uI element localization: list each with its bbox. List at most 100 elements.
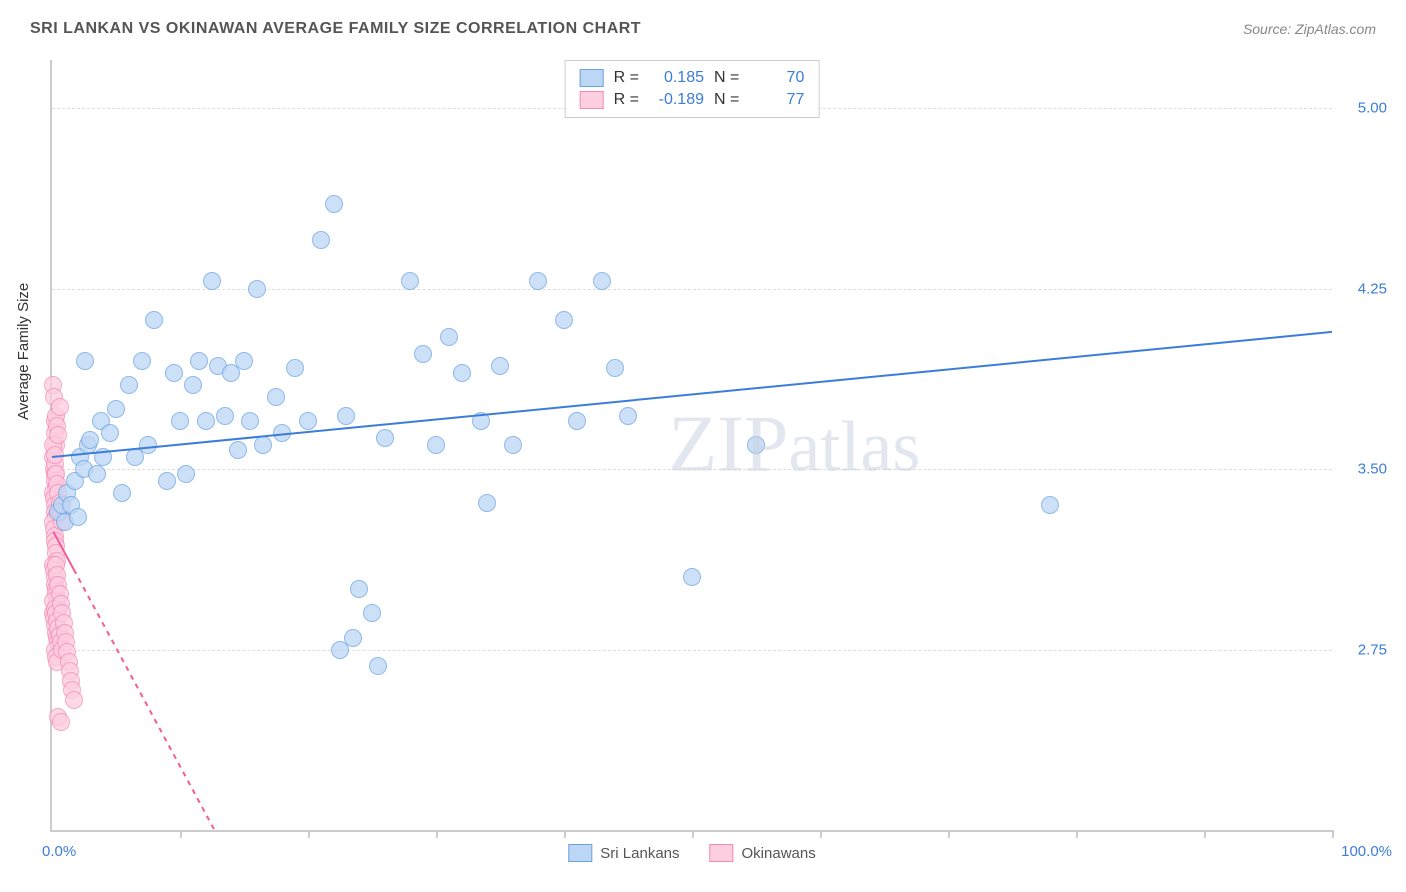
scatter-point (427, 436, 445, 454)
scatter-point (1041, 496, 1059, 514)
scatter-point (171, 412, 189, 430)
scatter-point (65, 691, 83, 709)
y-tick-label: 3.50 (1358, 461, 1387, 478)
x-tick-label-max: 100.0% (1341, 843, 1392, 860)
n-value-sri-lankans: 70 (749, 69, 804, 87)
legend-label-okinawans: Okinawans (742, 845, 816, 862)
x-tick (820, 830, 822, 838)
legend-label-sri-lankans: Sri Lankans (600, 845, 679, 862)
scatter-point (504, 436, 522, 454)
scatter-point (94, 448, 112, 466)
swatch-sri-lankans (580, 69, 604, 87)
scatter-point (337, 407, 355, 425)
scatter-point (76, 352, 94, 370)
scatter-point (216, 407, 234, 425)
scatter-point (165, 364, 183, 382)
scatter-point (52, 713, 70, 731)
scatter-point (139, 436, 157, 454)
scatter-point (248, 280, 266, 298)
scatter-point (51, 398, 69, 416)
scatter-point (683, 568, 701, 586)
x-tick (1204, 830, 1206, 838)
scatter-point (101, 424, 119, 442)
x-tick-label-min: 0.0% (42, 843, 76, 860)
gridline (52, 289, 1332, 290)
scatter-point (369, 657, 387, 675)
scatter-point (325, 195, 343, 213)
legend-item-sri-lankans: Sri Lankans (568, 844, 679, 862)
correlation-legend: R = 0.185 N = 70 R = -0.189 N = 77 (565, 60, 820, 118)
scatter-point (145, 311, 163, 329)
scatter-point (529, 272, 547, 290)
n-label: N = (714, 69, 739, 87)
scatter-point (440, 328, 458, 346)
r-value-sri-lankans: 0.185 (649, 69, 704, 87)
source-label: Source: ZipAtlas.com (1243, 21, 1376, 37)
scatter-point (478, 494, 496, 512)
y-tick-label: 4.25 (1358, 280, 1387, 297)
y-tick-label: 2.75 (1358, 641, 1387, 658)
chart-title: SRI LANKAN VS OKINAWAN AVERAGE FAMILY SI… (30, 20, 641, 38)
scatter-point (568, 412, 586, 430)
scatter-point (312, 231, 330, 249)
scatter-point (88, 465, 106, 483)
gridline (52, 650, 1332, 651)
x-tick (948, 830, 950, 838)
gridline (52, 469, 1332, 470)
scatter-point (299, 412, 317, 430)
scatter-point (69, 508, 87, 526)
scatter-point (453, 364, 471, 382)
scatter-point (203, 272, 221, 290)
x-tick (1332, 830, 1334, 838)
x-tick (1076, 830, 1078, 838)
scatter-point (49, 426, 67, 444)
scatter-point (113, 484, 131, 502)
scatter-point (331, 641, 349, 659)
scatter-point (350, 580, 368, 598)
watermark: ZIPatlas (668, 400, 920, 491)
legend-swatch-sri-lankans (568, 844, 592, 862)
scatter-point (472, 412, 490, 430)
swatch-okinawans (580, 91, 604, 109)
scatter-point (235, 352, 253, 370)
scatter-point (46, 446, 64, 464)
scatter-point (414, 345, 432, 363)
scatter-point (555, 311, 573, 329)
x-tick (692, 830, 694, 838)
scatter-point (190, 352, 208, 370)
y-tick-label: 5.00 (1358, 100, 1387, 117)
correlation-row-okinawans: R = -0.189 N = 77 (580, 89, 805, 111)
chart-area: ZIPatlas R = 0.185 N = 70 R = -0.189 N =… (50, 60, 1332, 832)
legend-item-okinawans: Okinawans (710, 844, 816, 862)
legend-swatch-okinawans (710, 844, 734, 862)
scatter-point (273, 424, 291, 442)
series-legend: Sri Lankans Okinawans (568, 844, 815, 862)
scatter-point (158, 472, 176, 490)
scatter-point (491, 357, 509, 375)
x-tick (180, 830, 182, 838)
scatter-point (254, 436, 272, 454)
scatter-point (229, 441, 247, 459)
scatter-point (619, 407, 637, 425)
scatter-point (376, 429, 394, 447)
scatter-point (267, 388, 285, 406)
x-tick (564, 830, 566, 838)
scatter-point (197, 412, 215, 430)
y-axis-title: Average Family Size (15, 283, 32, 420)
r-label: R = (614, 91, 639, 109)
r-label: R = (614, 69, 639, 87)
correlation-row-sri-lankans: R = 0.185 N = 70 (580, 67, 805, 89)
scatter-point (747, 436, 765, 454)
scatter-point (286, 359, 304, 377)
scatter-point (107, 400, 125, 418)
n-value-okinawans: 77 (749, 91, 804, 109)
scatter-point (184, 376, 202, 394)
x-tick (308, 830, 310, 838)
scatter-point (120, 376, 138, 394)
n-label: N = (714, 91, 739, 109)
x-tick (436, 830, 438, 838)
r-value-okinawans: -0.189 (649, 91, 704, 109)
scatter-point (133, 352, 151, 370)
scatter-point (81, 431, 99, 449)
scatter-point (401, 272, 419, 290)
